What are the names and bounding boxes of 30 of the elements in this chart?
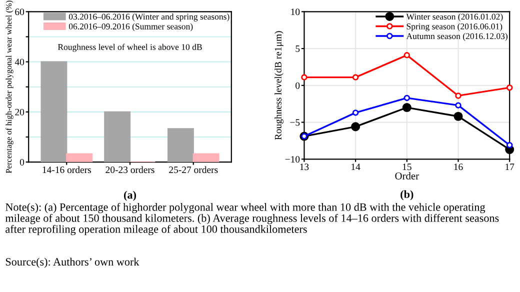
x-tick-label: 16: [454, 164, 463, 170]
legend-label: Spring season (2016.06.01): [406, 23, 502, 32]
text: (a): [124, 190, 136, 201]
y-tick-label: −10: [285, 156, 300, 163]
x-axis-title: Order: [395, 172, 419, 180]
y-tick-label: 20: [15, 108, 24, 116]
text: (b): [400, 190, 414, 200]
y-tick-label: 40: [14, 58, 24, 66]
y-tick-label: 0: [20, 158, 24, 166]
x-tick-label: 15: [402, 164, 412, 170]
legend-label: Autumn season (2016.12.03): [406, 32, 508, 41]
y-axis-title: Percentage of high-order polygonal wear wheel (%): [6, 0, 14, 174]
legend-label: Winter season (2016.01.02): [406, 13, 503, 22]
legend-label: 03.2016–06.2016 (Winter and spring seasons): [68, 13, 230, 22]
x-tick-label: 14-16 orders: [42, 166, 91, 174]
x-tick-label: 25-27 orders: [169, 166, 218, 174]
y-tick-label: 0: [296, 82, 300, 89]
y-tick-label: 5: [296, 46, 300, 52]
source-note: Source(s): Authors’ own work: [6, 258, 140, 268]
y-tick-label: −5: [290, 119, 300, 126]
y-axis-title: Roughness level(dB re1μm): [274, 31, 284, 140]
x-tick-label: 17: [506, 164, 514, 170]
x-tick-label: 13: [300, 164, 309, 170]
x-tick-label: 14: [352, 164, 360, 170]
x-tick-label: 20-23 orders: [106, 166, 154, 174]
y-tick-label: 60: [15, 8, 24, 16]
annotation: Roughness level of wheel is above 10 dB: [58, 44, 202, 52]
legend-label: 06.2016–09.2016 (Summer season): [68, 23, 193, 32]
text: Note(s): (a) Percentage of highorder polygonal wear wheel with more than 10 dB with the vehicle operating mileage of about 150 thousand kilometers. (b) Average roughness levels of 14–16 orders with different seasons after reprofiling operation mileage of about 100 thousandkilometers: [5, 202, 499, 236]
y-tick-label: 10: [291, 8, 300, 16]
